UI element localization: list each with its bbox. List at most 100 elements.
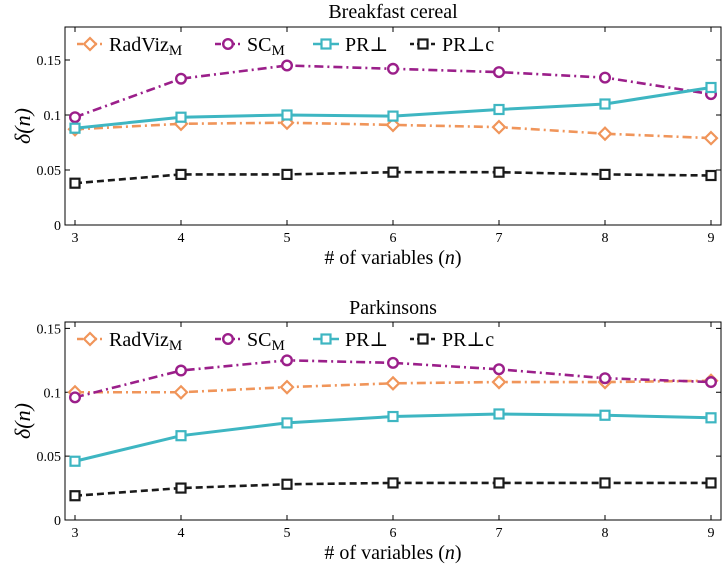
series-2 [68,354,718,404]
data-point [599,409,611,421]
data-point [493,166,505,178]
data-point [174,72,187,85]
series-1 [67,373,719,400]
x-axis-label: # of variables (n) [324,542,461,564]
x-tick-label: 5 [284,231,291,246]
data-point [705,169,717,182]
legend-label: PR⊥c [442,329,494,351]
legend-marker [417,38,429,50]
legend-marker [417,333,429,345]
data-point [387,110,399,122]
data-point [493,477,505,489]
y-tick-label: 0.05 [37,450,62,465]
data-point [493,103,505,116]
x-tick-label: 6 [390,526,397,541]
x-axis-label: # of variables (n) [324,247,461,269]
legend-marker [320,333,332,345]
x-tick-label: 8 [602,231,609,246]
legend-marker [320,38,332,50]
legend-item-2: SCM [215,34,285,59]
data-point [175,482,187,494]
data-point [705,81,717,94]
x-tick-label: 7 [496,231,503,246]
data-point [703,130,719,146]
x-tick-label: 5 [284,526,291,541]
legend-item-4: PR⊥c [410,329,494,351]
x-tick-label: 6 [390,231,397,246]
data-point [493,363,506,376]
data-point [281,417,293,429]
y-tick-label: 0.15 [37,54,62,69]
data-point [599,477,611,489]
data-point [175,430,187,442]
legend-label: SCM [247,34,285,59]
data-point [493,408,505,420]
data-point [387,166,399,178]
x-tick-label: 4 [178,231,185,246]
data-point [387,356,400,369]
series-4 [69,166,717,189]
legend-label: RadVizM [109,329,182,354]
data-point [175,111,187,123]
data-point [69,455,81,467]
y-tick-label: 0.05 [37,164,62,179]
series-4 [69,477,717,502]
data-point [387,410,399,423]
legend-item-4: PR⊥c [410,34,494,56]
data-point [281,354,294,367]
data-point [173,384,189,400]
y-tick-label: 0.1 [44,386,62,401]
legend-label: PR⊥ [345,34,388,56]
legend-marker [82,331,98,347]
legend-item-2: SCM [215,329,285,354]
data-point [599,372,612,385]
x-tick-label: 3 [72,231,79,246]
x-tick-label: 8 [602,526,609,541]
data-point [281,168,293,180]
data-point [705,376,718,389]
legend-item-3: PR⊥ [313,34,388,56]
legend-item-1: RadVizM [77,329,182,354]
data-point [491,119,507,135]
data-point [597,126,613,142]
legend-label: PR⊥ [345,329,388,351]
data-point [175,168,187,180]
data-point [69,177,81,189]
data-point [599,71,612,84]
x-tick-label: 9 [708,231,715,246]
data-point [279,379,295,395]
legend-marker [221,333,234,346]
legend-marker [221,38,234,51]
legend-item-1: RadVizM [77,34,182,59]
legend-label: RadVizM [109,34,182,59]
y-tick-label: 0 [54,219,61,234]
chart-title: Breakfast cereal [328,1,458,23]
legend-marker [82,36,98,52]
y-tick-label: 0.15 [37,322,62,337]
data-point [599,98,611,110]
data-point [69,122,81,134]
legend-label: SCM [247,329,285,354]
y-axis-label: δ(n) [10,108,35,144]
series-3 [69,81,717,134]
data-point [387,62,400,75]
chart-title: Parkinsons [349,297,437,319]
data-point [281,109,293,121]
data-point [387,477,399,489]
data-point [68,391,81,404]
data-point [68,111,81,124]
data-point [599,168,611,180]
chart-panel-1: Breakfast cereal 0 0.05 0.1 0.15 3 4 5 6 7 8 9 # of … [10,1,722,269]
data-point [493,66,506,79]
data-point [705,477,717,489]
data-point [69,490,81,502]
data-point [491,374,507,390]
x-tick-label: 4 [178,526,185,541]
x-tick-label: 7 [496,526,503,541]
data-point [281,478,293,490]
x-tick-label: 9 [708,526,715,541]
y-tick-label: 0 [54,514,61,529]
legend-label: PR⊥c [442,34,494,56]
legend-item-3: PR⊥ [313,329,388,351]
